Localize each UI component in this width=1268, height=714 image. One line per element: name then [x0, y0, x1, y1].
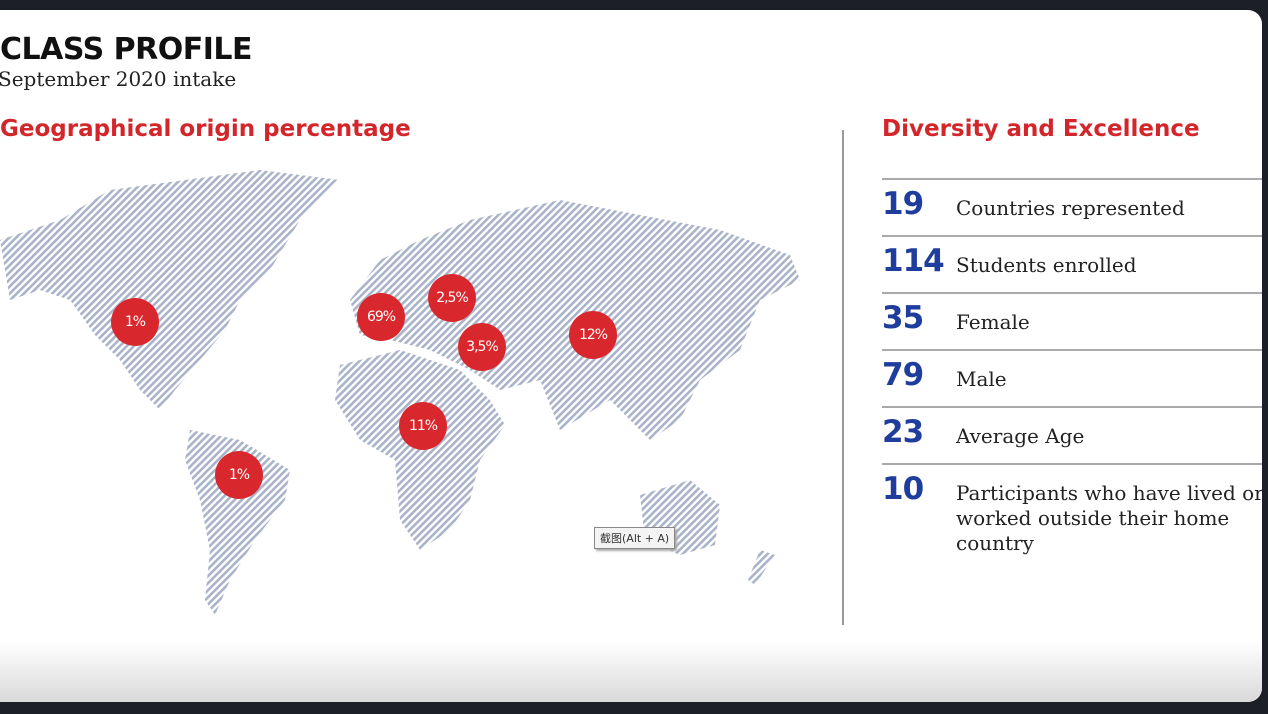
stat-value: 79: [882, 357, 924, 393]
japan-shape: [722, 300, 745, 350]
bubble-western-europe: 69%: [357, 293, 405, 341]
stat-row: 19 Countries represented: [882, 178, 1262, 235]
divider: [842, 130, 844, 625]
bubble-south-america: 1%: [215, 451, 263, 499]
world-map: [0, 170, 800, 615]
africa-shape: [335, 350, 505, 550]
bubble-middle-east: 3,5%: [458, 323, 506, 371]
stat-value: 19: [882, 186, 924, 222]
bubble-africa: 11%: [399, 402, 447, 450]
diversity-heading: Diversity and Excellence: [882, 116, 1200, 142]
south-america-shape: [185, 430, 290, 615]
bubble-eastern-europe: 2,5%: [428, 274, 476, 322]
stat-label: Participants who have lived or worked ou…: [956, 481, 1262, 555]
stat-value: 23: [882, 414, 924, 450]
page-title: CLASS PROFILE: [0, 32, 253, 67]
north-america-shape: [0, 170, 340, 410]
stat-row: 10 Participants who have lived or worked …: [882, 463, 1262, 565]
stat-value: 35: [882, 300, 924, 336]
bottom-shadow: [0, 642, 1262, 702]
stat-row: 35 Female: [882, 292, 1262, 349]
slide: CLASS PROFILE September 2020 intake Geog…: [0, 10, 1262, 702]
screenshot-tooltip: 截图(Alt + A): [594, 527, 676, 549]
stat-label: Male: [956, 367, 1007, 391]
stat-row: 79 Male: [882, 349, 1262, 406]
bubble-north-america: 1%: [111, 298, 159, 346]
page-subtitle: September 2020 intake: [0, 67, 237, 91]
stat-row: 23 Average Age: [882, 406, 1262, 463]
geo-heading: Geographical origin percentage: [0, 116, 411, 142]
stat-label: Female: [956, 310, 1030, 334]
stat-label: Average Age: [956, 424, 1085, 448]
stat-value: 10: [882, 471, 924, 507]
newzealand-shape: [748, 550, 775, 585]
stat-value: 114: [882, 243, 945, 279]
stat-row: 114 Students enrolled: [882, 235, 1262, 292]
stat-label: Countries represented: [956, 196, 1185, 220]
bubble-asia: 12%: [569, 311, 617, 359]
stat-label: Students enrolled: [956, 253, 1137, 277]
